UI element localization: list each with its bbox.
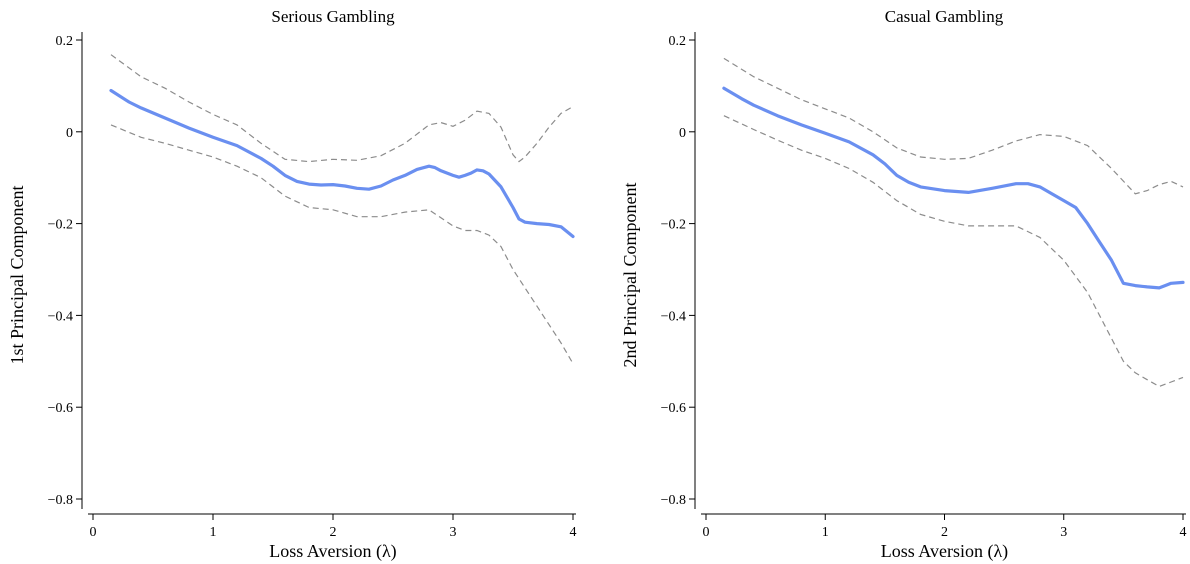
x-tick-label: 1 — [822, 525, 829, 540]
y-tick-label: 0.2 — [56, 34, 74, 49]
chart-panel-2: Casual Gambling 0.2 0 −0.2 −0.4 −0.6 −0.8 0 1 2 3 4… — [620, 7, 1187, 562]
y-tick-label: 0.2 — [669, 34, 687, 49]
y-tick-label: −0.8 — [661, 493, 686, 508]
y-axis-label: 2nd Principal Component — [620, 183, 640, 368]
estimate-line — [722, 86, 1185, 290]
confidence-band-line — [723, 57, 1184, 195]
chart-title: Casual Gambling — [885, 7, 1004, 26]
x-tick-label: 1 — [210, 525, 217, 540]
y-tick-label: −0.2 — [48, 218, 73, 233]
confidence-band-line — [110, 54, 574, 163]
confidence-band-line — [110, 124, 574, 364]
x-tick-label: 4 — [570, 525, 577, 540]
confidence-band-line — [723, 115, 1184, 388]
y-tick-label: 0 — [679, 126, 686, 141]
y-tick-label: −0.6 — [661, 401, 686, 416]
x-tick-label: 0 — [90, 525, 97, 540]
y-tick-label: −0.6 — [48, 401, 73, 416]
x-tick-label: 4 — [1180, 525, 1187, 540]
y-tick-label: 0 — [66, 126, 73, 141]
x-tick-label: 2 — [941, 525, 948, 540]
x-tick-label: 0 — [703, 525, 710, 540]
y-tick-label: −0.4 — [48, 309, 73, 324]
chart-title: Serious Gambling — [271, 7, 395, 26]
chart-panel-1: Serious Gambling 0.2 0 −0.2 −0.4 −0.6 −0.8 0 1 2 3… — [7, 7, 577, 562]
y-tick-label: −0.2 — [661, 218, 686, 233]
x-axis-label: Loss Aversion (λ) — [269, 541, 396, 562]
y-axis-label: 1st Principal Component — [7, 186, 27, 365]
estimate-line — [109, 88, 575, 239]
y-tick-label: −0.8 — [48, 493, 73, 508]
x-tick-label: 3 — [450, 525, 457, 540]
x-tick-label: 2 — [330, 525, 337, 540]
x-axis-label: Loss Aversion (λ) — [881, 541, 1008, 562]
x-tick-label: 3 — [1060, 525, 1067, 540]
y-tick-label: −0.4 — [661, 309, 686, 324]
